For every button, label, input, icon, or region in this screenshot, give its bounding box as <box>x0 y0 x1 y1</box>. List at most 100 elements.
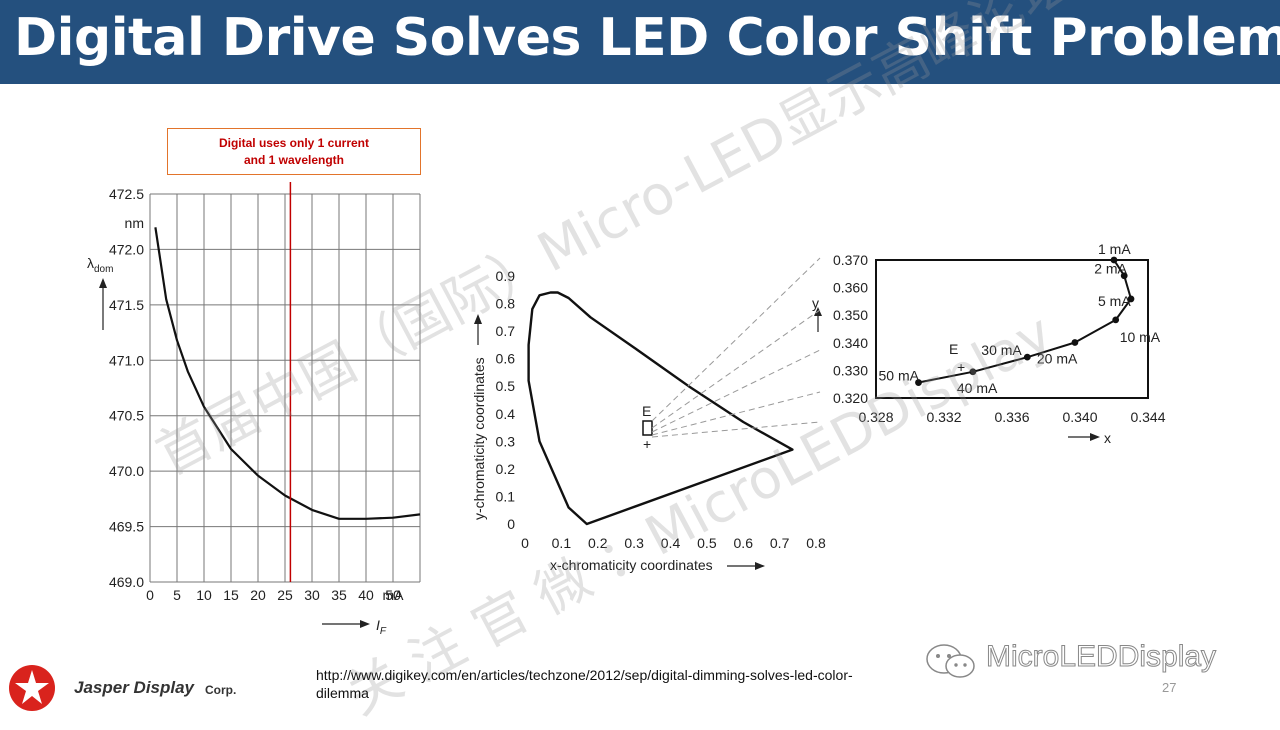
company-suffix: Corp. <box>205 683 237 697</box>
chart-wavelength-vs-current: 472.5 472.0 471.5 471.0 470.5 470.0 469.5 469.0… <box>87 182 421 637</box>
y-tick-label: 0.6 <box>496 351 516 367</box>
callout-line-2: and 1 wavelength <box>243 153 345 167</box>
x-tick-label: 40 <box>358 587 374 603</box>
current-point-label: 2 mA <box>1094 261 1127 277</box>
wavelength-curve <box>154 227 421 520</box>
chart-cie-chromaticity: 0 0.1 0.2 0.3 0.4 0.5 0.6 0.7 0.8 0 0.1 0.2 0.3 0.4 0.… <box>471 268 826 573</box>
x-axis-label: x <box>1104 430 1111 446</box>
y-tick-label: 0.9 <box>496 268 516 284</box>
e-point-label: E <box>949 341 958 357</box>
y-axis-label: λdom <box>87 255 113 275</box>
current-point-label: 5 mA <box>1098 293 1131 309</box>
y-axis-arrowhead <box>99 278 107 288</box>
current-point <box>1023 353 1031 361</box>
wechat-badge: MicroLEDDisplay <box>924 638 1244 682</box>
wechat-icon <box>926 644 975 678</box>
zoom-connector-lines <box>651 257 821 438</box>
e-point-label: E <box>642 403 651 419</box>
x-tick-label: 35 <box>331 587 347 603</box>
x-axis-label: x-chromaticity coordinates <box>550 557 713 573</box>
jasper-logo-icon <box>9 665 55 711</box>
x-tick-label: 30 <box>304 587 320 603</box>
current-point <box>915 379 922 386</box>
source-url[interactable]: http://www.digikey.com/en/articles/techz… <box>316 666 966 702</box>
y-tick-label: 0.350 <box>833 307 868 323</box>
e-point-marker: + <box>643 436 651 452</box>
x-tick-label: 0.340 <box>1062 409 1097 425</box>
y-tick-label: 0.330 <box>833 362 868 378</box>
y-tick-label: 472.5 <box>109 186 144 202</box>
current-point-label: 1 mA <box>1098 241 1131 257</box>
x-tick-label: 20 <box>250 587 266 603</box>
y-tick-label: 0.370 <box>833 252 868 268</box>
y-unit-label: nm <box>125 215 144 231</box>
e-point-marker: + <box>957 359 965 375</box>
x-tick-label: 0 <box>521 535 529 551</box>
x-axis-arrowhead <box>1090 433 1100 441</box>
wechat-handle: MicroLEDDisplay <box>985 640 1217 674</box>
current-point <box>1112 316 1120 324</box>
y-tick-label: 0.7 <box>496 323 516 339</box>
spectral-locus <box>527 291 794 526</box>
callout-line-1: Digital uses only 1 current <box>218 136 370 150</box>
x-tick-label: 0.332 <box>926 409 961 425</box>
y-tick-label: 469.5 <box>109 519 144 535</box>
x-tick-label: 0.328 <box>858 409 893 425</box>
plot-frame <box>875 259 1149 399</box>
x-tick-label: 5 <box>173 587 181 603</box>
source-url-line-2: dilemma <box>316 685 369 701</box>
zoom-connector-line <box>651 309 821 429</box>
x-tick-label: 0.1 <box>552 535 572 551</box>
zoom-connector-line <box>651 421 821 438</box>
x-tick-label: 0.5 <box>697 535 717 551</box>
y-tick-label: 0.4 <box>496 406 516 422</box>
current-point-label: 20 mA <box>1037 351 1078 367</box>
y-tick-label: 0.340 <box>833 335 868 351</box>
y-axis-label: y-chromaticity coordinates <box>471 357 487 520</box>
current-point <box>1127 295 1135 303</box>
x-tick-label: 0.8 <box>806 535 826 551</box>
y-tick-label: 0.3 <box>496 433 516 449</box>
y-tick-label: 471.5 <box>109 297 144 313</box>
current-point <box>1071 339 1079 346</box>
x-tick-label: 0.6 <box>734 535 754 551</box>
current-point-label: 40 mA <box>957 380 998 396</box>
y-tick-label: 472.0 <box>109 241 144 257</box>
brand-overlay: 大数跨境 <box>90 699 146 715</box>
x-tick-label: 15 <box>223 587 239 603</box>
zoom-connector-line <box>651 257 821 422</box>
zoom-connector-line <box>651 349 821 433</box>
y-tick-label: 469.0 <box>109 574 144 590</box>
current-point <box>1110 256 1118 264</box>
company-name: Jasper Display <box>74 678 195 697</box>
y-tick-label: 0.320 <box>833 390 868 406</box>
x-axis-arrowhead <box>360 620 370 628</box>
x-tick-label: 0.2 <box>588 535 608 551</box>
current-point-label: 30 mA <box>981 342 1022 358</box>
x-tick-label: 25 <box>277 587 293 603</box>
x-tick-label: 10 <box>196 587 212 603</box>
y-tick-label: 0.360 <box>833 280 868 296</box>
x-tick-label: 0.4 <box>661 535 681 551</box>
chart-color-shift-detail: 0.370 0.360 0.350 0.340 0.330 0.320 0.328 0.332… <box>812 241 1166 446</box>
y-tick-label: 470.0 <box>109 463 144 479</box>
y-tick-label: 471.0 <box>109 352 144 368</box>
current-point <box>969 368 977 376</box>
x-unit-label: mA <box>383 587 405 603</box>
source-url-line-1: http://www.digikey.com/en/articles/techz… <box>316 667 853 683</box>
y-axis-arrowhead <box>474 314 482 324</box>
current-point <box>1120 272 1128 280</box>
y-tick-label: 0 <box>507 516 515 532</box>
x-tick-label: 0.7 <box>770 535 790 551</box>
page-number: 27 <box>1162 680 1177 695</box>
zoom-region-box <box>642 420 653 436</box>
slide-title: Digital Drive Solves LED Color Shift Pro… <box>14 8 1280 68</box>
current-point-label: 50 mA <box>879 368 920 384</box>
callout-box: Digital uses only 1 current and 1 wavele… <box>167 128 421 175</box>
y-axis-label: y <box>812 295 819 311</box>
x-tick-label: 50 <box>385 587 401 603</box>
y-tick-label: 0.1 <box>496 488 516 504</box>
zoom-connector-line <box>651 391 821 436</box>
current-point-label: 10 mA <box>1120 329 1161 345</box>
